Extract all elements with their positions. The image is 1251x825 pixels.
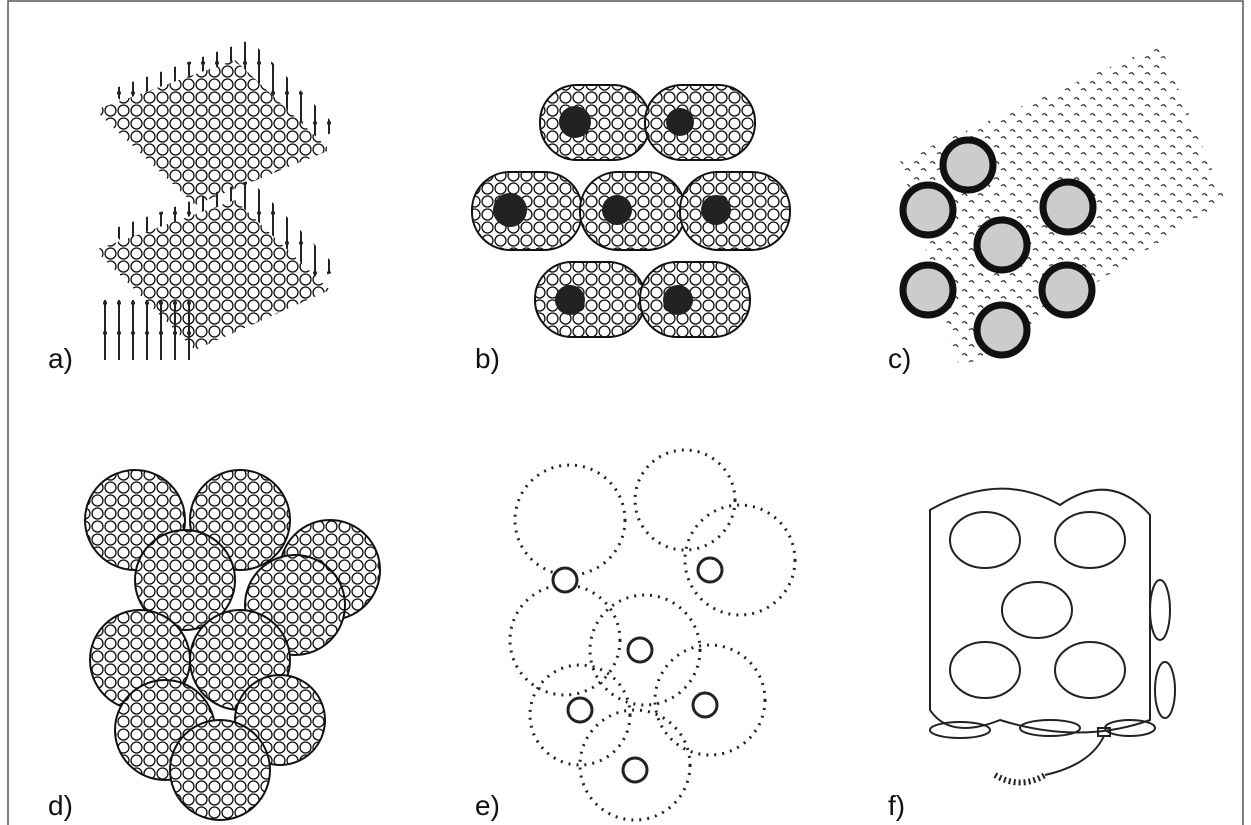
illustration-cubic-micellar bbox=[85, 470, 380, 820]
panel-label: e) bbox=[475, 790, 500, 821]
panel-label: d) bbox=[48, 790, 73, 821]
panel-label: a) bbox=[48, 343, 73, 374]
figure: a) b) c) d) e) f) bbox=[0, 0, 1251, 825]
illustration-lamellar bbox=[95, 40, 340, 360]
page: a) b) c) d) e) f) (() => { const data = … bbox=[0, 0, 1251, 825]
panel-label: c) bbox=[888, 343, 911, 374]
panel-label: f) bbox=[888, 790, 905, 821]
illustration-bicontinuous bbox=[930, 489, 1175, 783]
illustration-dotted bbox=[510, 450, 795, 820]
panel-label: b) bbox=[475, 343, 500, 374]
illustration-hexagonal bbox=[900, 45, 1225, 370]
